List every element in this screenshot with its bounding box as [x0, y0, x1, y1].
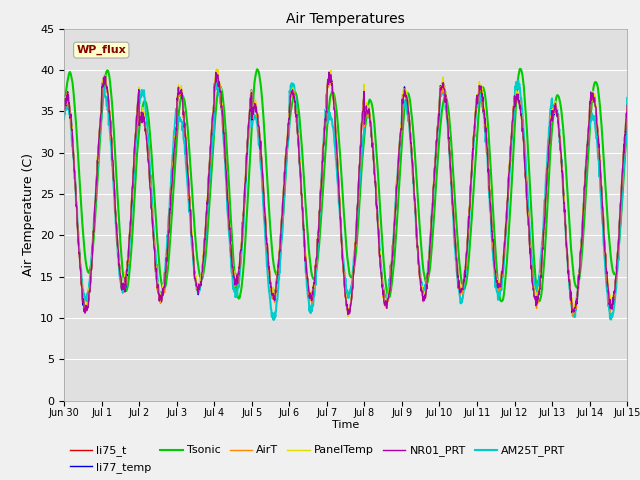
- AirT: [617, 205, 625, 211]
- Line: NR01_PRT: NR01_PRT: [64, 72, 627, 314]
- li77_temp: [562, 224, 570, 230]
- AirT: [561, 220, 569, 226]
- Line: Tsonic: Tsonic: [64, 69, 627, 301]
- Line: li75_t: li75_t: [64, 73, 627, 315]
- li75_t: [617, 200, 625, 206]
- AM25T_PRT: [562, 227, 570, 233]
- li75_t: [60, 105, 68, 110]
- li75_t: [212, 71, 220, 76]
- Tsonic: [320, 168, 328, 174]
- NR01_PRT: [562, 223, 570, 228]
- AirT: [60, 103, 68, 108]
- PanelTemp: [212, 66, 220, 72]
- Line: li77_temp: li77_temp: [64, 74, 627, 314]
- li75_t: [479, 94, 487, 100]
- Tsonic: [479, 85, 486, 91]
- li77_temp: [617, 201, 625, 206]
- AirT: [321, 125, 328, 131]
- X-axis label: Time: Time: [332, 420, 359, 430]
- Title: Air Temperatures: Air Temperatures: [286, 12, 405, 26]
- li75_t: [344, 312, 352, 318]
- AM25T_PRT: [617, 217, 625, 223]
- NR01_PRT: [617, 200, 625, 205]
- li75_t: [321, 126, 328, 132]
- PanelTemp: [562, 222, 570, 228]
- Y-axis label: Air Temperature (C): Air Temperature (C): [22, 153, 35, 276]
- NR01_PRT: [320, 135, 328, 141]
- li75_t: [332, 119, 339, 124]
- Line: AirT: AirT: [64, 72, 627, 316]
- Legend: li75_t, li77_temp, Tsonic, AirT, PanelTemp, NR01_PRT, AM25T_PRT: li75_t, li77_temp, Tsonic, AirT, PanelTe…: [70, 445, 566, 473]
- li77_temp: [479, 95, 487, 101]
- PanelTemp: [148, 212, 156, 217]
- li77_temp: [212, 72, 220, 77]
- AM25T_PRT: [332, 151, 339, 157]
- NR01_PRT: [148, 214, 156, 220]
- NR01_PRT: [332, 118, 339, 124]
- li77_temp: [148, 215, 156, 220]
- AM25T_PRT: [623, 95, 631, 101]
- Tsonic: [617, 220, 625, 226]
- AM25T_PRT: [60, 116, 68, 122]
- Tsonic: [60, 96, 68, 102]
- AirT: [623, 104, 631, 109]
- PanelTemp: [344, 313, 352, 319]
- Text: WP_flux: WP_flux: [76, 45, 126, 55]
- li75_t: [623, 103, 631, 109]
- Tsonic: [562, 159, 570, 165]
- li75_t: [148, 214, 156, 220]
- PanelTemp: [332, 115, 339, 120]
- AirT: [212, 70, 220, 75]
- PanelTemp: [479, 89, 487, 95]
- PanelTemp: [623, 103, 631, 108]
- Tsonic: [498, 299, 506, 304]
- li77_temp: [344, 312, 352, 317]
- li77_temp: [321, 125, 328, 131]
- AirT: [332, 119, 339, 125]
- AM25T_PRT: [321, 120, 329, 125]
- AirT: [570, 313, 577, 319]
- li77_temp: [332, 116, 339, 122]
- Line: AM25T_PRT: AM25T_PRT: [64, 81, 627, 320]
- li77_temp: [623, 105, 631, 110]
- NR01_PRT: [344, 312, 352, 317]
- NR01_PRT: [479, 94, 487, 100]
- PanelTemp: [321, 125, 328, 131]
- NR01_PRT: [325, 69, 333, 75]
- li77_temp: [60, 105, 68, 110]
- Tsonic: [516, 66, 524, 72]
- Line: PanelTemp: PanelTemp: [64, 69, 627, 316]
- AM25T_PRT: [214, 78, 221, 84]
- PanelTemp: [617, 201, 625, 206]
- AirT: [148, 216, 156, 221]
- NR01_PRT: [60, 104, 68, 109]
- Tsonic: [148, 158, 156, 164]
- PanelTemp: [60, 101, 68, 107]
- Tsonic: [623, 132, 631, 137]
- AirT: [479, 100, 486, 106]
- NR01_PRT: [623, 103, 631, 108]
- AM25T_PRT: [479, 101, 487, 107]
- li75_t: [562, 223, 570, 229]
- AM25T_PRT: [148, 195, 156, 201]
- Tsonic: [331, 95, 339, 101]
- AM25T_PRT: [269, 317, 277, 323]
